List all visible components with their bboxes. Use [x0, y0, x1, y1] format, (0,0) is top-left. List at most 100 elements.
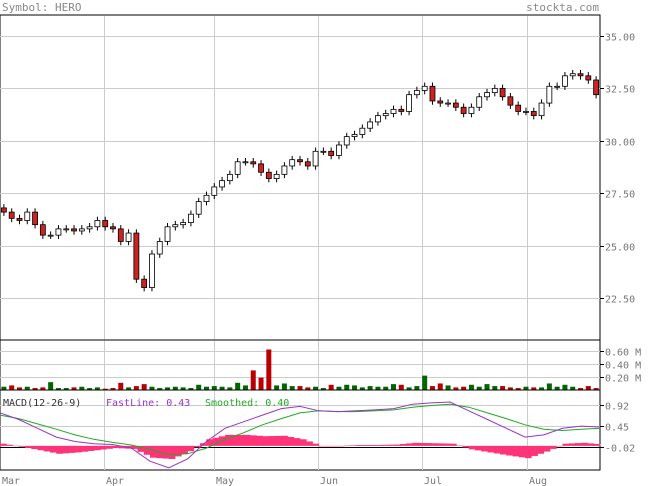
candle-body: [320, 150, 327, 153]
volume-bar: [391, 384, 397, 390]
macd-histogram-bar: [162, 445, 170, 459]
macd-histogram-bar: [68, 445, 76, 453]
volume-bar: [429, 386, 435, 390]
volume-bar: [297, 386, 303, 390]
macd-histogram-bar: [431, 443, 438, 446]
macd-histogram-bar: [493, 445, 501, 454]
candle-body: [530, 111, 537, 117]
volume-bar: [165, 387, 171, 390]
macd-histogram-bar: [256, 435, 263, 446]
macd-histogram-bar: [481, 445, 488, 452]
volume-bar: [367, 386, 373, 390]
volume-axis-labels: 0.60 M 0.40 M 0.20 M: [600, 348, 641, 385]
macd-histogram-bar: [568, 443, 576, 446]
volume-bar: [87, 388, 93, 390]
macd-histogram-bar: [143, 445, 151, 455]
macd-histogram-bar: [525, 445, 532, 459]
volume-bar: [180, 387, 186, 390]
volume-bar: [406, 387, 412, 390]
macd-histogram-bar: [475, 445, 482, 451]
macd-histogram-bar: [456, 445, 463, 447]
candle-body: [491, 87, 498, 93]
volume-bar: [554, 386, 560, 390]
candle-body: [203, 194, 210, 203]
candle-body: [398, 108, 405, 112]
macd-histogram-bar: [512, 445, 520, 457]
macd-smoothed-label: Smoothed: 0.40: [205, 398, 289, 409]
volume-bar: [344, 384, 350, 390]
x-tick-label: Aug: [529, 476, 547, 486]
price-axis-labels: 35.00 32.50 30.00 27.50 25.00 22.50: [600, 33, 635, 306]
volume-grid: [0, 341, 600, 390]
volume-bar: [445, 385, 451, 390]
volume-bar: [539, 387, 545, 390]
candle-body: [452, 102, 459, 108]
macd-histogram-bar: [500, 445, 507, 455]
macd-histogram-bar: [356, 444, 363, 446]
candle-body: [258, 163, 264, 173]
volume-bar: [102, 388, 108, 390]
volume-bar: [149, 386, 155, 390]
volume-bar: [258, 377, 264, 390]
candle-body: [312, 150, 319, 167]
candle-body: [569, 73, 576, 77]
candle-body: [406, 94, 412, 112]
macd-histogram-bar: [412, 442, 420, 446]
macd-histogram-bar: [443, 443, 451, 446]
volume-bar: [71, 387, 77, 390]
volume-bar: [16, 387, 22, 390]
candle-body: [343, 136, 350, 146]
candle-body: [476, 96, 483, 108]
macd-histogram-bar: [300, 439, 307, 446]
macd-axis-labels: 0.92 0.45 -0.02: [600, 402, 635, 455]
volume-bar: [281, 383, 287, 390]
macd-histogram-bar: [293, 438, 301, 446]
volume-bar: [250, 370, 256, 390]
candle-body: [180, 222, 187, 226]
macd-histogram-bar: [375, 444, 382, 446]
macd-histogram-bar: [531, 445, 538, 456]
volume-bar: [227, 387, 233, 390]
volume-bar: [133, 386, 139, 390]
macd-histogram-bar: [175, 445, 182, 457]
candle-body: [55, 228, 62, 236]
volume-bar: [305, 387, 311, 390]
macd-histogram-bar: [506, 445, 513, 456]
volume-bar: [94, 387, 100, 390]
macd-histogram-bar: [12, 445, 20, 447]
candle-body: [577, 73, 584, 77]
candle-body: [16, 217, 23, 221]
volume-bar: [313, 386, 319, 390]
candle-body: [211, 186, 218, 196]
volume-panel: 0.60 M 0.40 M 0.20 M: [0, 339, 641, 391]
macd-histogram-bar: [81, 445, 88, 452]
price-tick-label: 32.50: [605, 85, 635, 96]
price-tick-label: 35.00: [605, 33, 635, 44]
macd-histogram-bar: [381, 444, 388, 446]
macd-histogram-bar: [50, 445, 57, 453]
macd-histogram-bar: [537, 445, 545, 454]
volume-bar: [531, 387, 537, 390]
candle-body: [133, 232, 140, 280]
volume-bar: [515, 388, 521, 390]
volume-bar: [507, 387, 513, 390]
macd-histogram-bar: [306, 441, 313, 446]
candle-body: [110, 226, 116, 230]
macd-panel: 0.92 0.45 -0.02 MACD(12-26-9) FastLine: 0.…: [0, 389, 635, 471]
macd-histogram-bar: [243, 434, 251, 446]
candle-body: [437, 100, 444, 104]
volume-bar: [375, 386, 381, 390]
volume-bar: [383, 386, 389, 390]
macd-histogram-bar: [106, 445, 113, 449]
volume-bar: [157, 388, 163, 390]
macd-histogram-bar: [62, 445, 70, 454]
price-panel: 35.00 32.50 30.00 27.50 25.00 22.50: [0, 14, 635, 341]
volume-bar: [126, 387, 132, 390]
volume-bar: [289, 386, 295, 390]
macd-histogram-bar: [0, 443, 7, 446]
volume-bar: [110, 388, 116, 390]
volume-tick-label: 0.20 M: [605, 374, 641, 385]
price-tick-label: 25.00: [605, 243, 635, 254]
candle-body: [242, 161, 249, 164]
x-axis-labels: Mar Apr May Jun Jul Aug: [2, 476, 547, 486]
